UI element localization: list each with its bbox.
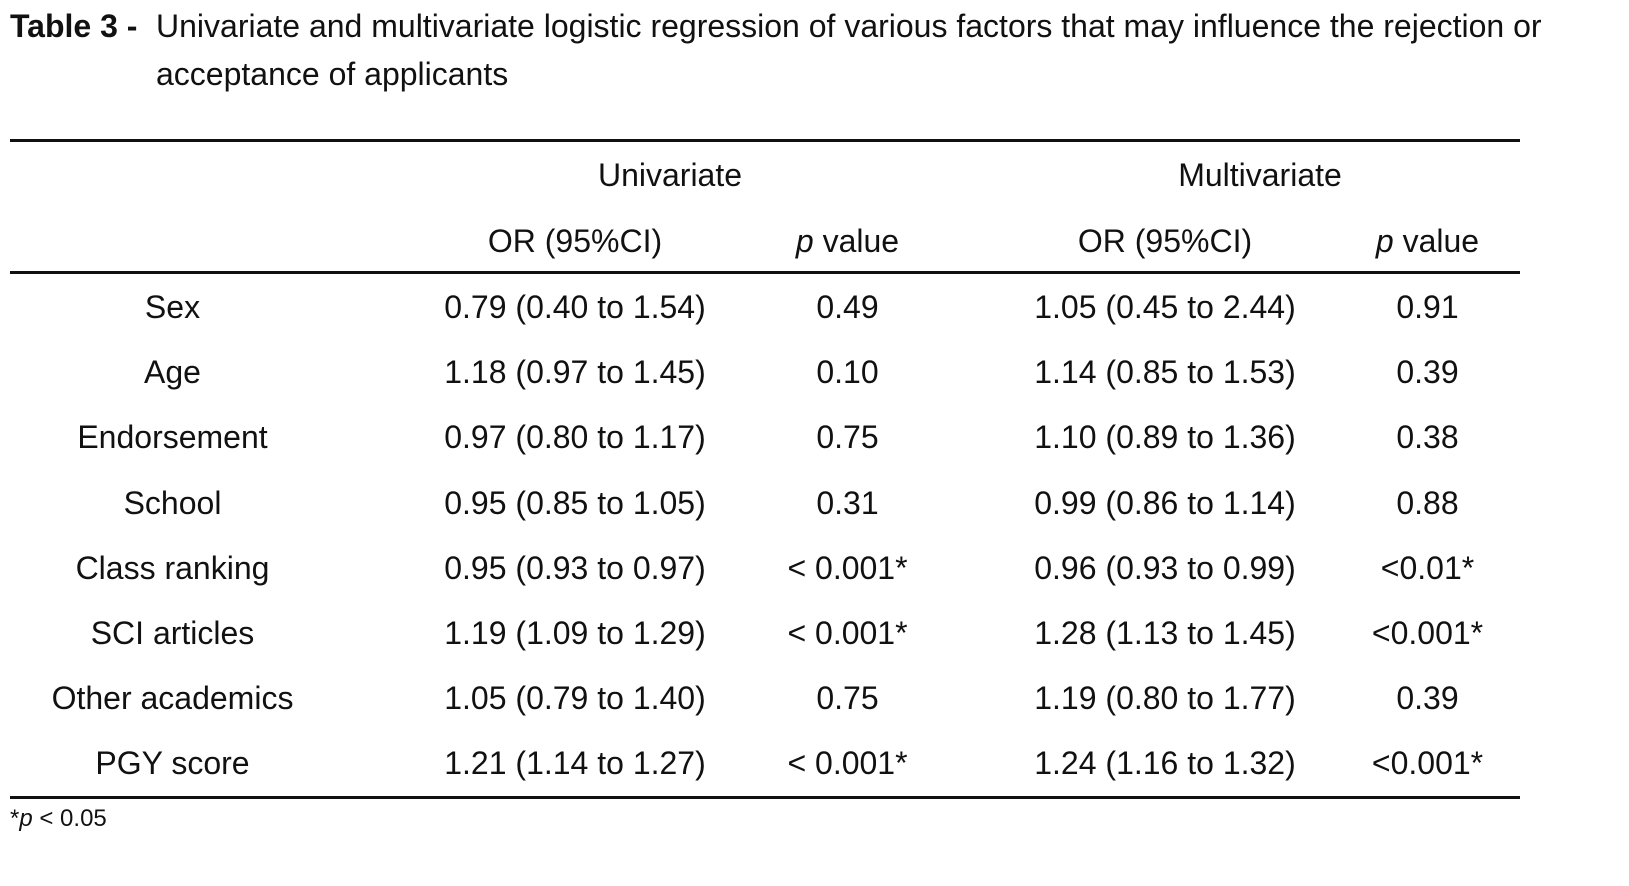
factor-cell: SCI articles [90,615,255,651]
multivariate-or-header: OR (95%CI) [1077,223,1253,259]
multivariate-or-cell: 1.24 (1.16 to 1.32) [1034,745,1296,781]
multivariate-or-cell: 0.99 (0.86 to 1.14) [1034,485,1296,521]
univariate-or-cell: 0.95 (0.93 to 0.97) [444,550,706,586]
univariate-p-cell: < 0.001* [787,550,908,586]
univariate-or-cell: 1.21 (1.14 to 1.27) [444,745,706,781]
multivariate-p-cell: 0.39 [1396,680,1459,716]
factor-cell: Other academics [51,680,294,716]
factor-cell: School [123,485,222,521]
multivariate-or-cell: 1.10 (0.89 to 1.36) [1034,419,1296,455]
multivariate-or-cell: 1.19 (0.80 to 1.77) [1034,680,1296,716]
univariate-p-cell: < 0.001* [787,615,908,651]
multivariate-p-cell: 0.88 [1396,485,1459,521]
univariate-p-cell: 0.75 [816,680,879,716]
univariate-or-cell: 0.95 (0.85 to 1.05) [444,485,706,521]
multivariate-or-cell: 1.14 (0.85 to 1.53) [1034,354,1296,390]
multivariate-p-cell: 0.38 [1396,419,1459,455]
table-bottom-rule [10,796,1520,799]
univariate-p-cell: 0.10 [816,354,879,390]
table-caption-text: Univariate and multivariate logistic reg… [156,8,1542,92]
univariate-or-cell: 1.18 (0.97 to 1.45) [444,354,706,390]
multivariate-p-cell: <0.001* [1371,745,1484,781]
footnote-p-italic: p [19,805,33,832]
multivariate-p-cell: <0.01* [1380,550,1475,586]
p-value-suffix: value [813,223,900,259]
factor-cell: Endorsement [77,419,268,455]
p-value-suffix: value [1393,223,1480,259]
table-footnote: *p < 0.05 [10,804,107,834]
univariate-or-cell: 1.05 (0.79 to 1.40) [444,680,706,716]
p-italic: p [1375,223,1394,259]
multivariate-p-header: p value [1345,221,1510,261]
univariate-or-header: OR (95%CI) [487,223,663,259]
univariate-p-cell: 0.49 [816,289,879,325]
univariate-p-cell: < 0.001* [787,745,908,781]
univariate-or-cell: 0.97 (0.80 to 1.17) [444,419,706,455]
factor-cell: Age [144,354,201,390]
univariate-p-header: p value [765,221,930,261]
multivariate-p-cell: <0.001* [1371,615,1484,651]
multivariate-p-cell: 0.91 [1396,289,1459,325]
multivariate-or-cell: 1.05 (0.45 to 2.44) [1034,289,1296,325]
univariate-p-cell: 0.75 [816,419,879,455]
footnote-star: * [10,805,20,832]
univariate-or-cell: 0.79 (0.40 to 1.54) [444,289,706,325]
table-caption-label: Table 3 - [10,8,147,44]
table-caption: Table 3 - Univariate and multivariate lo… [10,2,1610,98]
multivariate-group-header: Multivariate [1178,157,1342,193]
factor-cell: PGY score [95,745,250,781]
table-top-rule [10,139,1520,142]
univariate-p-cell: 0.31 [816,485,879,521]
p-italic: p [795,223,814,259]
multivariate-or-cell: 1.28 (1.13 to 1.45) [1034,615,1296,651]
table-header-rule [10,271,1520,274]
multivariate-or-cell: 0.96 (0.93 to 0.99) [1034,550,1296,586]
factor-cell: Class ranking [75,550,270,586]
multivariate-p-cell: 0.39 [1396,354,1459,390]
factor-cell: Sex [144,289,201,325]
univariate-or-cell: 1.19 (1.09 to 1.29) [444,615,706,651]
footnote-threshold: < 0.05 [32,805,107,832]
univariate-group-header: Univariate [597,157,743,193]
